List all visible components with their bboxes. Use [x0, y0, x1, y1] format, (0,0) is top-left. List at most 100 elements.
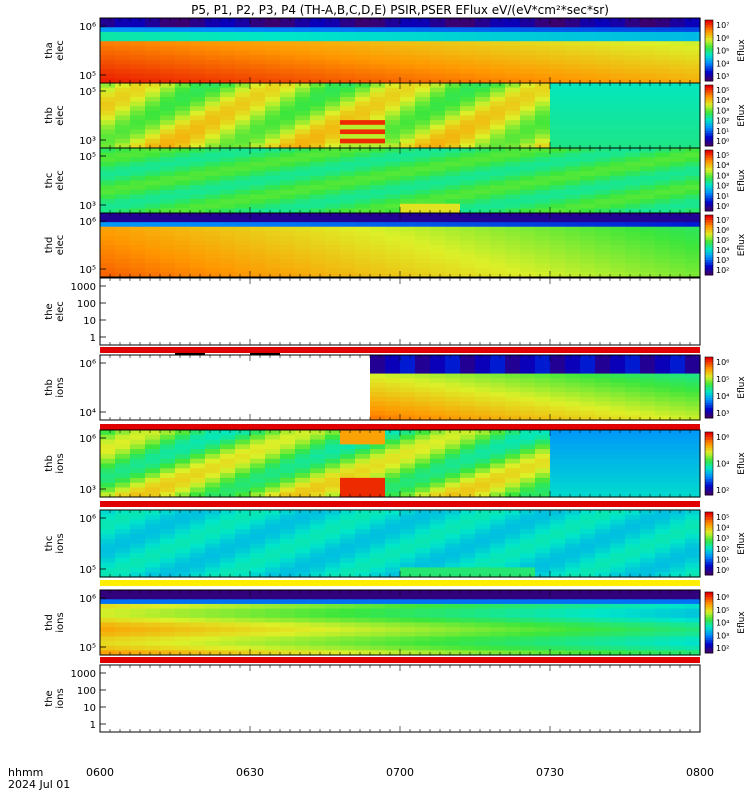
heatmap-cell — [205, 59, 221, 66]
heatmap-cell — [370, 434, 386, 441]
heatmap-cell — [535, 231, 551, 237]
heatmap-cell — [325, 543, 341, 549]
heatmap-cell — [130, 434, 146, 441]
colorbar-tick-label: 10³ — [716, 72, 729, 81]
heatmap-cell — [355, 45, 371, 52]
heatmap-cell — [505, 22, 521, 28]
heatmap-cell — [145, 106, 161, 112]
heatmap-cell — [625, 378, 641, 384]
heatmap-cell — [550, 64, 566, 70]
heatmap-cell — [100, 487, 116, 493]
heatmap-cell — [415, 458, 431, 465]
heatmap-cell — [310, 217, 326, 223]
heatmap-cell — [175, 562, 191, 569]
heatmap-cell — [535, 203, 551, 209]
heatmap-cell — [655, 482, 671, 489]
heatmap-cell — [160, 258, 176, 264]
heatmap-cell — [535, 78, 551, 84]
heatmap-cell — [415, 87, 431, 93]
heatmap-cell — [220, 492, 236, 498]
heatmap-cell — [595, 171, 611, 177]
heatmap-cell — [355, 180, 371, 186]
heatmap-cell — [490, 463, 506, 469]
heatmap-cell — [370, 249, 386, 255]
heatmap-cell — [460, 157, 476, 163]
heatmap-cell — [130, 272, 146, 278]
heatmap-cell — [595, 378, 611, 384]
heatmap-cell — [610, 64, 626, 70]
heatmap-cell — [580, 27, 596, 33]
heatmap-cell — [205, 548, 221, 554]
heatmap-cell — [145, 603, 161, 610]
heatmap-cell — [475, 226, 491, 232]
heatmap-cell — [430, 161, 446, 168]
heatmap-cell — [445, 267, 461, 274]
heatmap-cell — [580, 235, 596, 242]
heatmap-cell — [460, 249, 476, 255]
heatmap-cell — [250, 510, 266, 516]
heatmap-cell — [460, 73, 476, 79]
heatmap-cell — [520, 387, 536, 393]
heatmap-cell — [460, 59, 476, 66]
heatmap-cell — [370, 36, 386, 42]
heatmap-cell — [655, 27, 671, 33]
heatmap-cell — [400, 134, 416, 140]
heatmap-cell — [580, 567, 596, 573]
heatmap-cell — [550, 171, 566, 177]
heatmap-cell — [625, 166, 641, 172]
heatmap-cell — [370, 439, 386, 445]
heatmap-cell — [550, 129, 566, 135]
heatmap-cell — [190, 562, 206, 569]
heatmap-cell — [145, 22, 161, 28]
heatmap-cell — [385, 387, 401, 393]
heatmap-cell — [175, 254, 191, 260]
heatmap-cell — [535, 364, 551, 370]
heatmap-cell — [235, 124, 251, 131]
heatmap-cell — [355, 175, 371, 182]
heatmap-cell — [190, 96, 206, 103]
heatmap-cell — [115, 92, 131, 98]
heatmap-cell — [685, 492, 701, 498]
heatmap-cell — [520, 189, 536, 196]
heatmap-cell — [550, 482, 566, 489]
colorbar-swatch — [705, 102, 713, 106]
heatmap-cell — [640, 463, 656, 469]
colorbar-tick-label: 10³ — [716, 171, 729, 180]
heatmap-cell — [310, 258, 326, 264]
heatmap-cell — [265, 101, 281, 107]
heatmap-cell — [565, 453, 581, 460]
heatmap-cell — [295, 444, 311, 450]
heatmap-cell — [385, 203, 401, 209]
heatmap-cell — [220, 267, 236, 274]
heatmap-cell — [565, 180, 581, 186]
heatmap-cell — [415, 73, 431, 79]
heatmap-cell — [310, 468, 326, 474]
heatmap-cell — [520, 235, 536, 242]
colorbar-swatch — [705, 272, 713, 276]
heatmap-cell — [130, 129, 146, 135]
heatmap-cell — [430, 120, 446, 126]
heatmap-cell — [160, 444, 176, 450]
heatmap-cell — [190, 553, 206, 559]
heatmap-cell — [535, 69, 551, 75]
colorbar-tick-label: 10⁵ — [716, 47, 729, 56]
heatmap-cell — [595, 492, 611, 498]
heatmap-cell — [385, 263, 401, 269]
heatmap-cell — [145, 199, 161, 205]
heatmap-cell — [265, 263, 281, 269]
heatmap-cell — [580, 396, 596, 403]
heatmap-cell — [490, 152, 506, 158]
heatmap-cell — [595, 444, 611, 450]
heatmap-cell — [325, 538, 341, 545]
heatmap-cell — [145, 553, 161, 559]
heatmap-cell — [550, 27, 566, 33]
heatmap-cell — [355, 519, 371, 525]
heatmap-cell — [460, 543, 476, 549]
heatmap-cell — [670, 87, 686, 93]
heatmap-cell — [385, 115, 401, 121]
heatmap-cell — [535, 444, 551, 450]
heatmap-cell — [490, 87, 506, 93]
heatmap-cell — [160, 199, 176, 205]
heatmap-cell — [250, 189, 266, 196]
heatmap-cell — [340, 468, 356, 474]
